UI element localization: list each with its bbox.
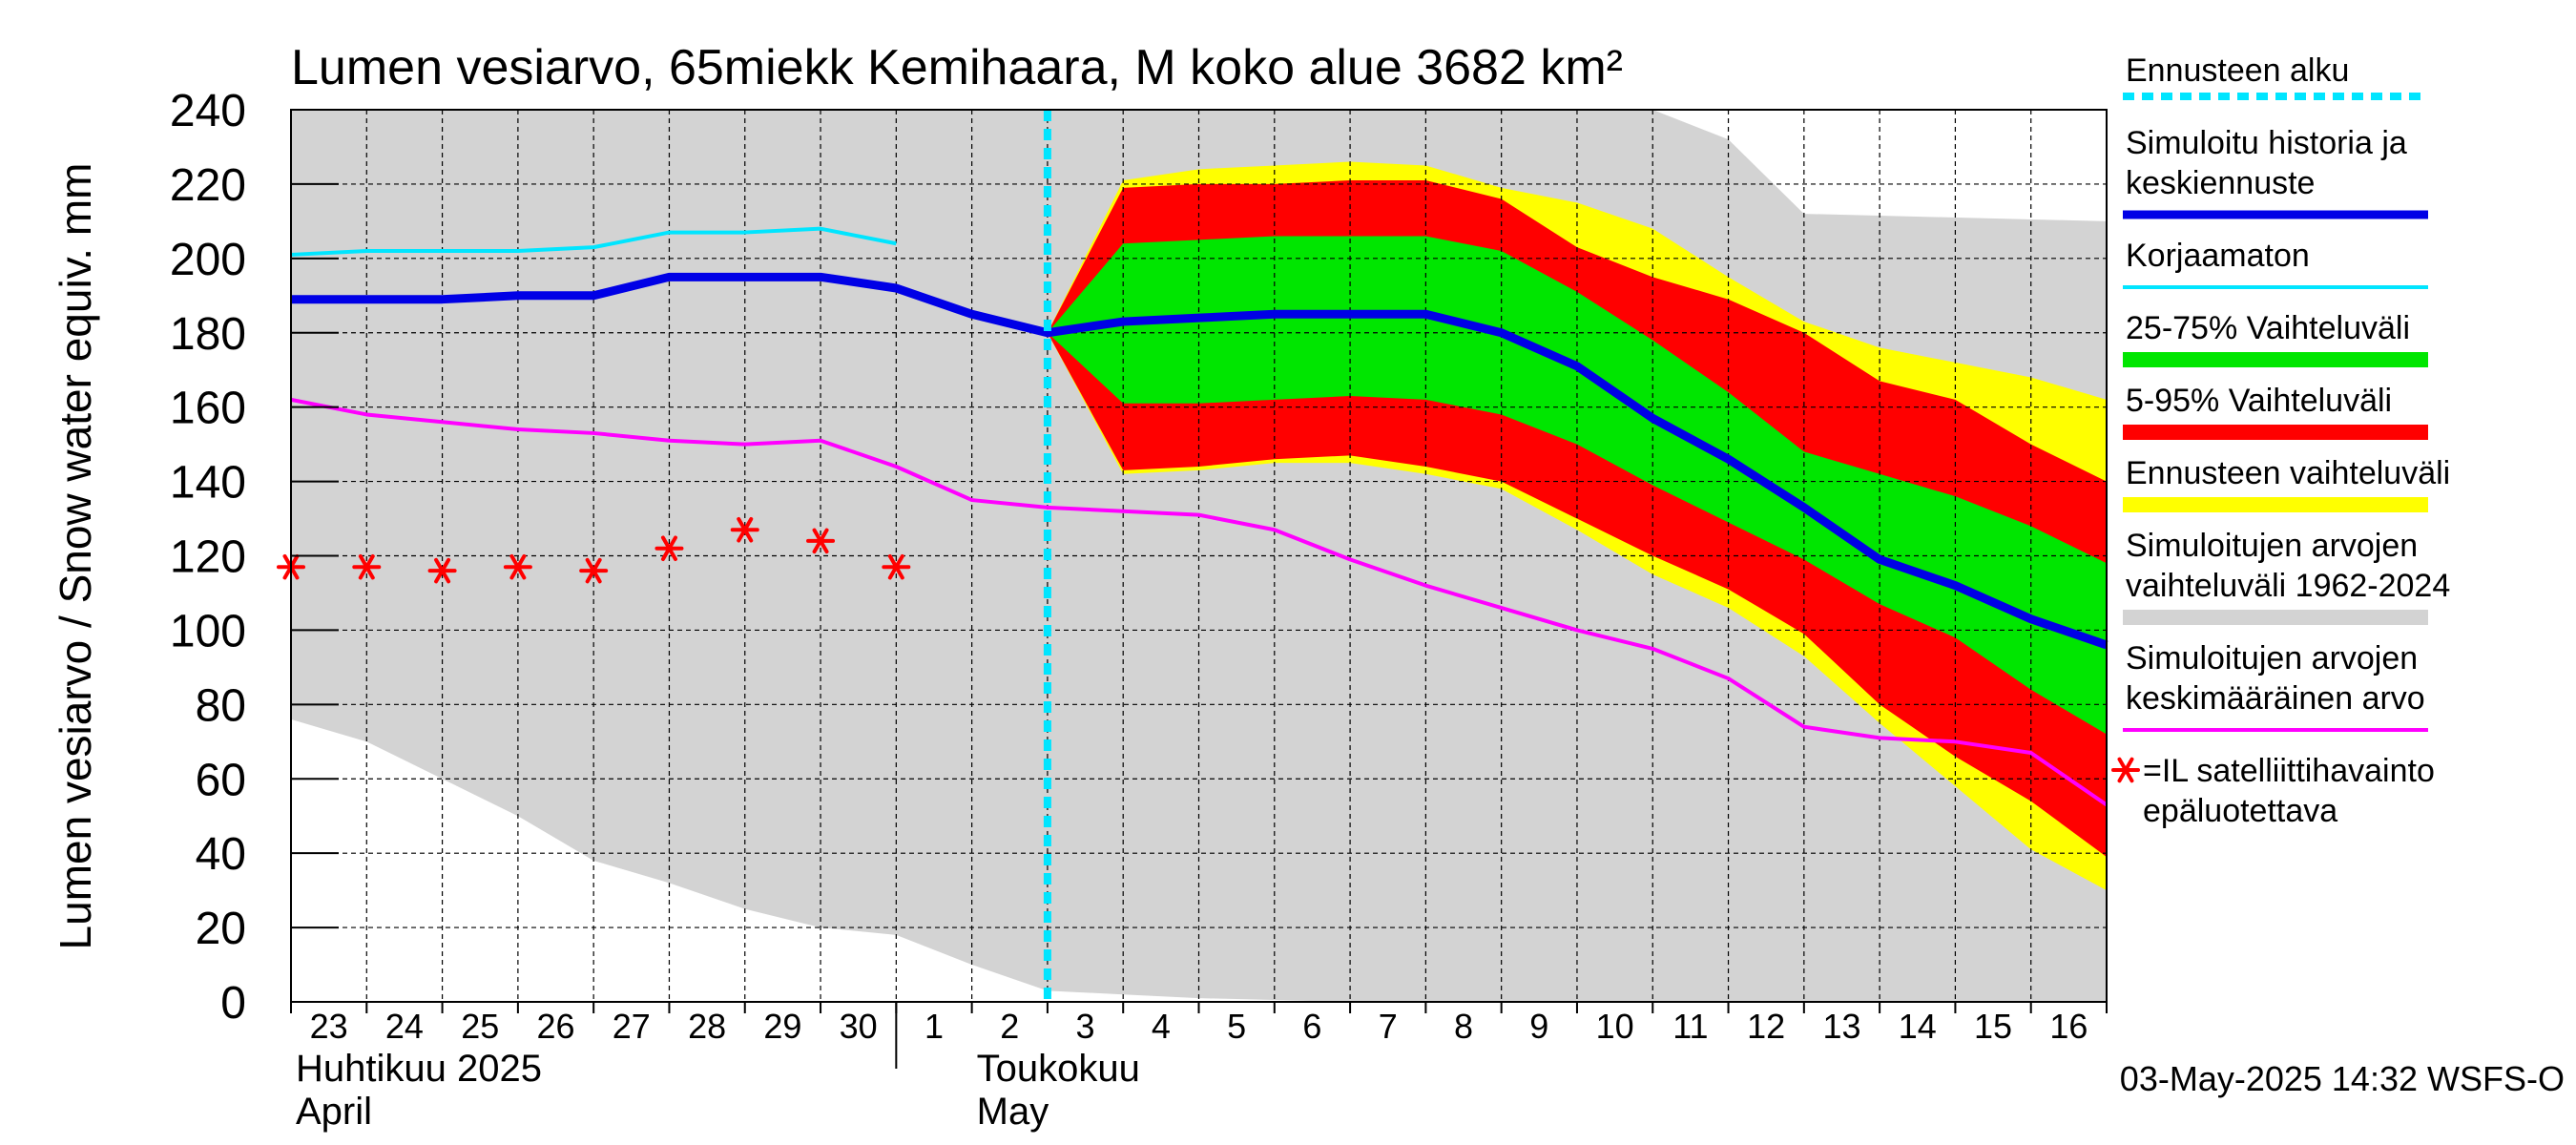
legend-label: 5-95% Vaihteluväli — [2126, 383, 2392, 419]
plot-area — [277, 109, 2109, 1003]
legend-entry: Simuloitu historia ja keskiennuste — [2123, 125, 2428, 219]
uncorrected-line — [290, 226, 897, 257]
y-tick-label: 220 — [170, 160, 246, 211]
satellite-marker — [352, 553, 382, 580]
y-tick-label: 60 — [196, 755, 246, 805]
legend-symbol — [2123, 610, 2428, 625]
legend-label: keskiennuste — [2126, 165, 2315, 201]
satellite-marker-stroke — [509, 553, 527, 580]
satellite-marker-stroke — [812, 528, 829, 554]
y-tick-label: 100 — [170, 606, 246, 656]
x-tick-label: 4 — [1152, 1007, 1171, 1046]
legend-entry: Ennusteen alku — [2123, 52, 2428, 100]
y-tick-label: 160 — [170, 384, 246, 434]
x-tick-label: 1 — [924, 1007, 944, 1046]
y-tick-label: 200 — [170, 235, 246, 285]
month-label-line2: May — [977, 1091, 1049, 1133]
x-tick-label: 26 — [536, 1007, 574, 1046]
x-tick-label: 14 — [1899, 1007, 1937, 1046]
x-tick-label: 28 — [688, 1007, 726, 1046]
x-tick-label: 3 — [1076, 1007, 1095, 1046]
legend-entry: Korjaamaton — [2123, 238, 2428, 289]
y-tick-label: 120 — [170, 532, 246, 583]
x-tick-label: 7 — [1379, 1007, 1398, 1046]
y-tick-label: 40 — [196, 829, 246, 880]
legend-label: 25-75% Vaihteluväli — [2126, 310, 2410, 346]
y-tick-label: 0 — [220, 978, 246, 1029]
legend-label: Simuloitujen arvojen — [2126, 640, 2418, 677]
x-tick-label: 2 — [1000, 1007, 1019, 1046]
satellite-marker — [579, 557, 609, 584]
y-tick-label: 140 — [170, 458, 246, 509]
legend-label: Simuloitu historia ja — [2126, 125, 2407, 161]
satellite-marker — [654, 535, 684, 561]
legend-symbol — [2123, 352, 2428, 367]
x-tick-label: 25 — [461, 1007, 499, 1046]
satellite-marker-stroke — [887, 553, 904, 580]
satellite-marker — [882, 553, 911, 580]
p25-75-band — [1047, 236, 2107, 735]
simulated-line — [291, 272, 2109, 650]
satellite-marker-stroke — [2117, 757, 2134, 783]
legend: Ennusteen alku Simuloitu historia ja keski… — [2111, 52, 2450, 829]
y-tick-label: 20 — [196, 904, 246, 954]
y-tick-label: 180 — [170, 309, 246, 360]
legend-symbol — [2123, 497, 2428, 512]
legend-label: =IL satelliittihavainto — [2143, 753, 2435, 789]
legend-entry: 5-95% Vaihteluväli — [2123, 383, 2428, 440]
x-tick-label: 29 — [763, 1007, 801, 1046]
legend-label: Korjaamaton — [2126, 238, 2310, 274]
satellite-marker — [806, 528, 836, 554]
x-tick-label: 13 — [1822, 1007, 1860, 1046]
month-label-line1: Toukokuu — [977, 1048, 1140, 1090]
month-label-line2: April — [296, 1091, 372, 1133]
y-tick-label: 80 — [196, 680, 246, 731]
satellite-marker — [730, 516, 759, 543]
x-tick-label: 11 — [1672, 1007, 1708, 1046]
y-tick-label: 240 — [170, 86, 246, 136]
satellite-marker-stroke — [434, 557, 451, 584]
legend-entry: 25-75% Vaihteluväli — [2123, 310, 2428, 367]
x-tick-label: 27 — [613, 1007, 651, 1046]
legend-marker-satellite — [2111, 757, 2140, 783]
x-tick-label: 24 — [385, 1007, 424, 1046]
satellite-marker-stroke — [660, 535, 677, 561]
x-tick-label: 6 — [1302, 1007, 1321, 1046]
mean-line — [290, 397, 2109, 807]
legend-symbol — [2123, 425, 2428, 440]
legend-entry: =IL satelliittihavainto epäluotettava — [2111, 753, 2435, 829]
legend-label: epäluotettava — [2143, 793, 2337, 829]
satellite-marker — [427, 557, 457, 584]
x-tick-label: 23 — [310, 1007, 348, 1046]
legend-label: vaihteluväli 1962-2024 — [2126, 568, 2450, 604]
legend-label: keskimääräinen arvo — [2126, 680, 2425, 717]
chart-title: Lumen vesiarvo, 65miekk Kemihaara, M kok… — [291, 40, 1623, 95]
x-tick-label: 16 — [2049, 1007, 2088, 1046]
legend-entry: Ennusteen vaihteluväli — [2123, 455, 2450, 512]
x-tick-label: 8 — [1454, 1007, 1473, 1046]
satellite-marker-stroke — [737, 516, 754, 543]
satellite-marker-stroke — [585, 557, 602, 584]
x-tick-label: 30 — [840, 1007, 878, 1046]
x-tick-label: 10 — [1596, 1007, 1634, 1046]
x-tick-label: 12 — [1747, 1007, 1785, 1046]
satellite-marker-stroke — [358, 553, 375, 580]
satellite-marker — [503, 553, 532, 580]
legend-label: Ennusteen vaihteluväli — [2126, 455, 2450, 491]
legend-entry: Simuloitujen arvojen vaihteluväli 1962-20… — [2123, 528, 2450, 625]
x-tick-label: 5 — [1227, 1007, 1246, 1046]
legend-label: Simuloitujen arvojen — [2126, 528, 2418, 564]
month-label-line1: Huhtikuu 2025 — [296, 1048, 542, 1090]
y-axis-label: Lumen vesiarvo / Snow water equiv. mm — [51, 163, 100, 950]
x-tick-label: 9 — [1529, 1007, 1548, 1046]
x-tick-label: 15 — [1974, 1007, 2012, 1046]
legend-label: Ennusteen alku — [2126, 52, 2349, 89]
timestamp: 03-May-2025 14:32 WSFS-O — [2120, 1059, 2565, 1098]
